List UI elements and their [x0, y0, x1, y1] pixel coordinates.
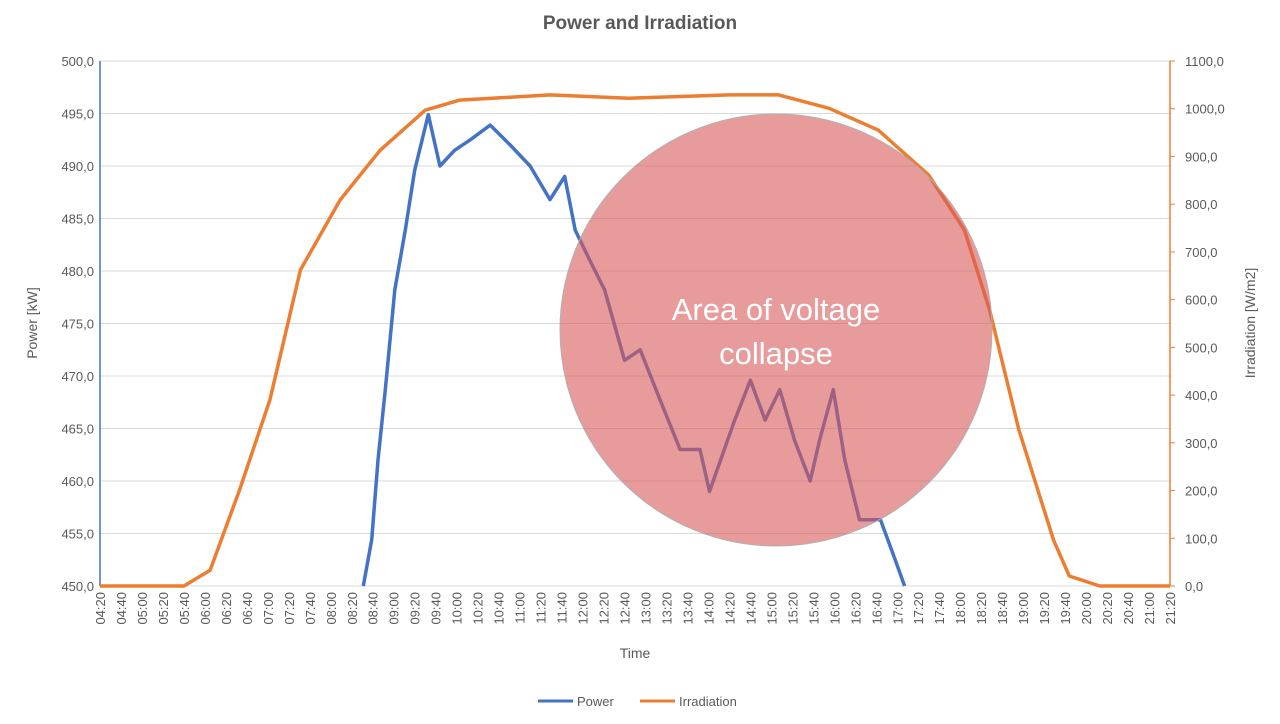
- left-y-tick-label: 465,0: [61, 422, 94, 437]
- voltage-collapse-circle: [559, 113, 993, 547]
- x-axis: 04:20 04:40 05:00 05:20 05:40 06:00 06:20 06:40…: [93, 592, 1178, 625]
- x-tick-label: 13:40: [680, 592, 695, 625]
- right-y-tick-label: 1100,0: [1185, 54, 1224, 69]
- annotation-text-line2: collapse: [719, 336, 833, 371]
- x-tick-label: 14:40: [743, 592, 758, 625]
- left-y-tick-label: 460,0: [61, 474, 94, 489]
- legend-label-power: Power: [577, 694, 615, 709]
- x-tick-label: 17:00: [890, 592, 905, 625]
- x-tick-label: 16:00: [827, 592, 842, 625]
- x-tick-label: 05:20: [156, 592, 171, 625]
- x-tick-label: 07:00: [261, 592, 276, 625]
- x-tick-label: 20:20: [1100, 592, 1115, 625]
- right-y-axis-label: Irradiation [W/m2]: [1242, 268, 1258, 378]
- right-y-tick-label: 600,0: [1185, 293, 1218, 308]
- x-tick-label: 18:00: [953, 592, 968, 625]
- x-tick-label: 19:20: [1037, 592, 1052, 625]
- right-y-tick-label: 1000,0: [1185, 102, 1225, 117]
- chart-title: Power and Irradiation: [543, 13, 737, 34]
- x-tick-label: 16:40: [869, 592, 884, 625]
- x-tick-label: 21:00: [1142, 592, 1157, 625]
- left-y-tick-label: 485,0: [61, 212, 94, 227]
- x-tick-label: 17:20: [911, 592, 926, 625]
- x-tick-label: 10:20: [471, 592, 486, 625]
- right-y-tick-label: 900,0: [1185, 149, 1218, 164]
- left-y-tick-label: 475,0: [61, 317, 94, 332]
- x-tick-label: 17:40: [932, 592, 947, 625]
- x-tick-label: 09:40: [429, 592, 444, 625]
- right-y-tick-label: 300,0: [1185, 436, 1218, 451]
- right-y-tick-label: 800,0: [1185, 197, 1218, 212]
- left-y-tick-label: 450,0: [61, 579, 94, 594]
- x-axis-label: Time: [620, 645, 651, 661]
- x-tick-label: 13:00: [638, 592, 653, 625]
- x-tick-label: 18:20: [974, 592, 989, 625]
- annotation-text-line1: Area of voltage: [672, 292, 881, 327]
- right-y-tick-label: 200,0: [1185, 484, 1218, 499]
- right-y-tick-label: 500,0: [1185, 340, 1218, 355]
- left-y-axis: 450,0 455,0 460,0 465,0 470,0 475,0 480,0 485,0…: [61, 54, 101, 594]
- x-tick-label: 12:20: [597, 592, 612, 625]
- x-tick-label: 04:20: [93, 592, 108, 625]
- x-tick-label: 15:40: [806, 592, 821, 625]
- x-tick-label: 20:00: [1079, 592, 1094, 625]
- x-tick-label: 13:20: [659, 592, 674, 625]
- x-tick-label: 19:40: [1058, 592, 1073, 625]
- x-tick-label: 21:20: [1163, 592, 1178, 625]
- x-tick-label: 18:40: [995, 592, 1010, 625]
- x-tick-label: 12:40: [618, 592, 633, 625]
- left-y-tick-label: 490,0: [61, 159, 94, 174]
- left-y-tick-label: 455,0: [61, 527, 94, 542]
- x-tick-label: 09:20: [408, 592, 423, 625]
- x-tick-label: 07:20: [282, 592, 297, 625]
- x-tick-label: 09:00: [387, 592, 402, 625]
- x-tick-label: 06:40: [240, 592, 255, 625]
- x-tick-label: 15:20: [785, 592, 800, 625]
- x-tick-label: 10:40: [492, 592, 507, 625]
- x-tick-label: 08:00: [324, 592, 339, 625]
- x-tick-label: 04:40: [114, 592, 129, 625]
- x-tick-label: 11:40: [555, 592, 570, 624]
- right-y-tick-label: 700,0: [1185, 245, 1218, 260]
- x-tick-label: 19:00: [1016, 592, 1031, 625]
- legend-label-irradiation: Irradiation: [679, 694, 737, 709]
- x-tick-label: 14:20: [722, 592, 737, 625]
- x-tick-label: 12:00: [576, 592, 591, 625]
- x-tick-label: 11:00: [513, 592, 528, 624]
- series-line-irradiation: [100, 93, 1170, 588]
- legend: Power Irradiation: [538, 694, 737, 709]
- right-y-tick-label: 0,0: [1185, 579, 1203, 594]
- x-tick-label: 07:40: [303, 592, 318, 625]
- right-y-axis: 0,0 100,0 200,0 300,0 400,0 500,0 600,0 700,0 80…: [1169, 54, 1225, 594]
- x-tick-label: 05:00: [135, 592, 150, 625]
- x-tick-label: 06:00: [198, 592, 213, 625]
- x-tick-label: 11:20: [534, 592, 549, 624]
- x-tick-label: 05:40: [177, 592, 192, 625]
- x-tick-label: 20:40: [1121, 592, 1136, 625]
- x-tick-label: 16:20: [848, 592, 863, 625]
- x-tick-label: 08:40: [366, 592, 381, 625]
- annotation-voltage-collapse: Area of voltage collapse: [559, 113, 993, 547]
- right-y-tick-label: 100,0: [1185, 531, 1218, 546]
- left-y-tick-label: 470,0: [61, 369, 94, 384]
- x-tick-label: 10:00: [450, 592, 465, 625]
- x-tick-label: 14:00: [701, 592, 716, 625]
- x-tick-label: 08:20: [345, 592, 360, 625]
- left-y-tick-label: 495,0: [61, 107, 94, 122]
- x-tick-label: 06:20: [219, 592, 234, 625]
- left-y-tick-label: 500,0: [61, 54, 94, 69]
- x-tick-label: 15:00: [764, 592, 779, 625]
- right-y-tick-label: 400,0: [1185, 388, 1218, 403]
- left-y-tick-label: 480,0: [61, 264, 94, 279]
- left-y-axis-label: Power [kW]: [24, 287, 40, 359]
